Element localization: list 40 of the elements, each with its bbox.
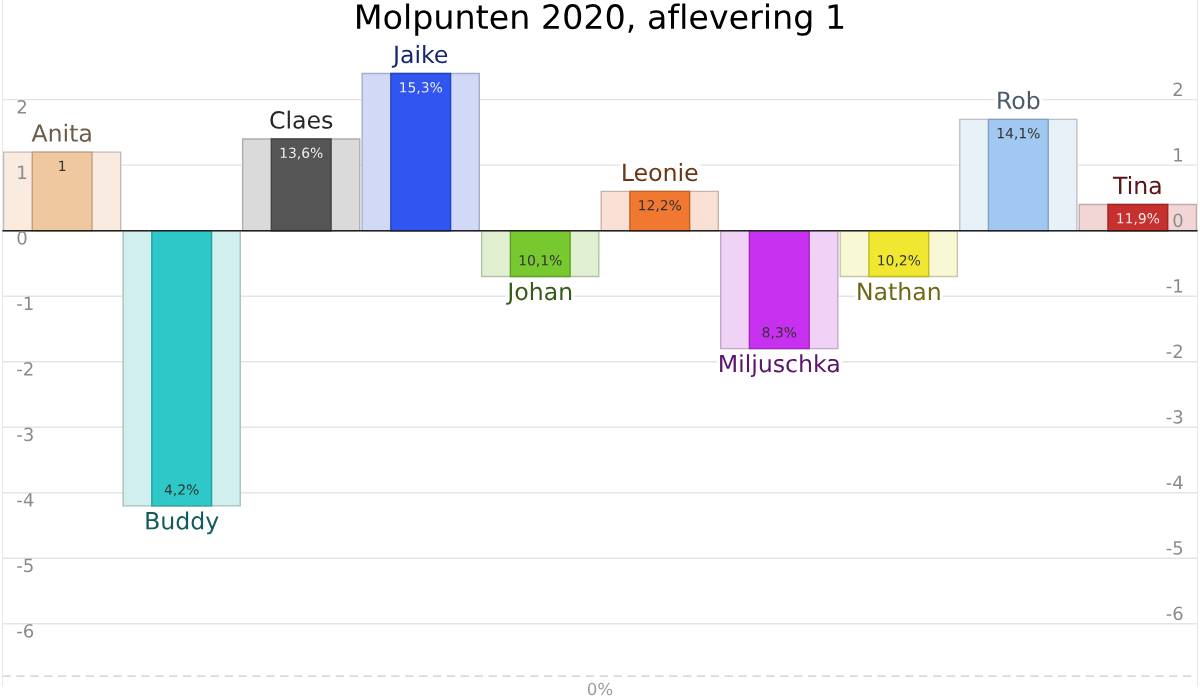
x-tick-label: Miljuschka [720,354,839,378]
annotation: 12,2% [639,199,682,212]
chart-title: Molpunten 2020, aflevering 1 [357,3,844,36]
x-tick-label: Buddy [146,511,219,535]
annotation: 10,1% [519,255,562,267]
x-tick-label: Tina [1112,176,1161,195]
annotation: 4,2% [164,484,199,497]
annotation: 0% [587,682,613,696]
x-tick-label: Anita [31,123,91,142]
annotation: 8,3% [762,327,797,340]
y2-tick-label: 2 [1173,82,1182,96]
y2-tick-label: -1 [1166,279,1183,293]
x-tick-label: Claes [270,110,333,129]
x-tick-label: Jaike [391,45,448,68]
y2-tick-label: -5 [1166,541,1183,555]
y-tick-label: 2 [17,99,26,114]
y-tick-label: -4 [17,493,34,507]
y-tick-label: -6 [17,624,34,638]
annotation: 11,9% [1117,213,1160,225]
annotation: 14,1% [997,127,1040,140]
y-tick-label: 0 [17,231,27,245]
y2-tick-label: -3 [1166,410,1183,424]
x-tick-label: Leonie [623,162,698,182]
x-tick-label: Johan [506,282,572,305]
x-tick-label: Nathan [858,282,940,301]
y2-tick-label: -6 [1166,606,1183,621]
annotation: 1 [59,160,66,171]
y2-tick-label: -2 [1166,344,1182,358]
y-tick-label: -2 [17,362,33,376]
annotation: 10,2% [878,255,921,267]
annotation: 13,6% [280,147,323,160]
y-tick-label: -3 [17,427,33,442]
y-tick-label: -1 [17,296,33,310]
x-tick-label: Rob [998,90,1040,110]
y-tick-label: 1 [18,165,27,179]
y2-tick-label: 1 [1174,148,1183,162]
annotation: 15,3% [400,82,443,94]
y-tick-label: -5 [17,558,33,573]
y2-tick-label: -4 [1166,475,1183,489]
y2-tick-label: 0 [1173,213,1183,228]
